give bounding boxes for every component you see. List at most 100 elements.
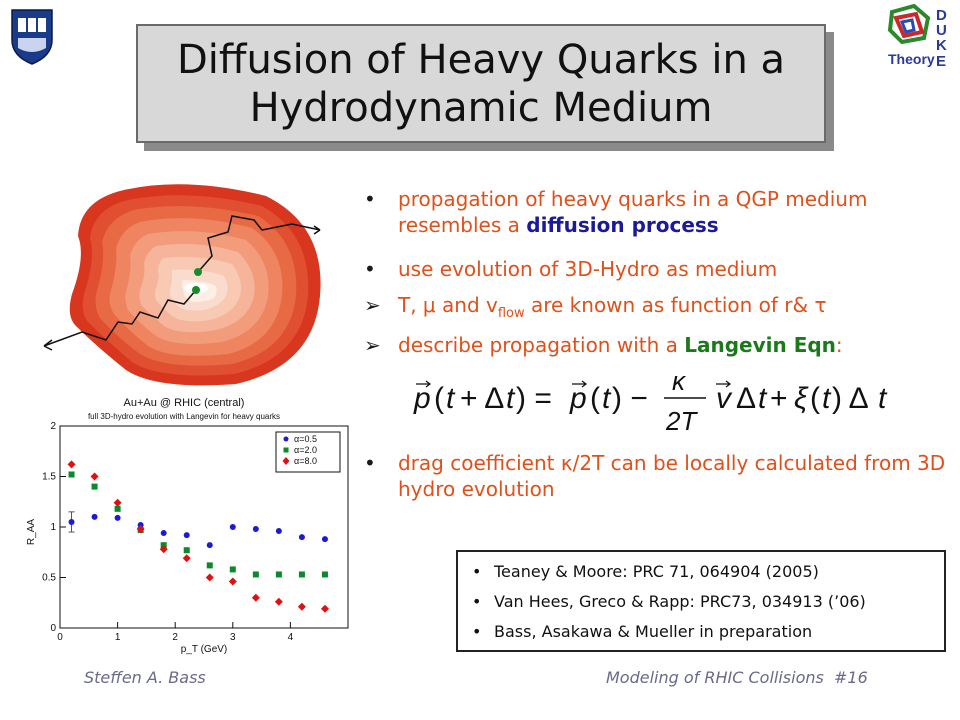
x-tick-label: 3	[230, 632, 236, 643]
svg-text:κ: κ	[672, 366, 687, 396]
data-point	[229, 566, 236, 573]
svg-text:p: p	[413, 382, 431, 415]
bullet-5: • drag coefficient κ/2T can be locally c…	[362, 450, 952, 502]
svg-text:2T: 2T	[665, 406, 698, 436]
reference-1-text: Teaney & Moore: PRC 71, 064904 (2005)	[494, 562, 819, 581]
duke-letter-e: E	[936, 53, 946, 70]
reference-3-text: Bass, Asakawa & Mueller in preparation	[494, 622, 813, 641]
data-point	[297, 602, 306, 611]
data-point	[320, 604, 329, 613]
data-point	[90, 472, 99, 481]
bullet-1: • propagation of heavy quarks in a QGP m…	[362, 186, 952, 238]
svg-text:t: t	[878, 382, 888, 415]
legend-label: α=8.0	[294, 456, 317, 466]
reference-2: • Van Hees, Greco & Rapp: PRC73, 034913 (…	[472, 592, 866, 611]
x-tick-label: 0	[57, 632, 63, 643]
svg-text:(: (	[810, 382, 820, 415]
theory-label: Theory	[888, 51, 935, 67]
x-tick-label: 4	[288, 632, 294, 643]
data-point	[159, 545, 168, 554]
quark-trajectory-2	[43, 289, 197, 347]
svg-text:) =: ) =	[516, 382, 552, 415]
reference-2-text: Van Hees, Greco & Rapp: PRC73, 034913 (’…	[494, 592, 866, 611]
svg-text:(: (	[434, 382, 444, 415]
bullet-1-marker: •	[364, 187, 376, 211]
data-point	[275, 571, 282, 578]
medium-contours	[69, 184, 321, 386]
chart-title: Au+Au @ RHIC (central)	[124, 397, 245, 409]
legend-label: α=2.0	[294, 445, 317, 455]
bullet-3-subscript: flow	[497, 306, 525, 321]
svg-text:t: t	[822, 382, 832, 415]
data-point	[206, 542, 213, 549]
svg-text:Δ: Δ	[736, 382, 756, 415]
data-point	[298, 571, 305, 578]
data-point	[182, 554, 191, 563]
data-point	[252, 526, 259, 533]
svg-text:t: t	[446, 382, 456, 415]
data-point	[275, 528, 282, 535]
bullet-1-text: propagation of heavy quarks in a QGP med…	[398, 187, 868, 237]
svg-text:+: +	[770, 382, 788, 415]
y-tick-label: 0.5	[42, 573, 56, 584]
bullet-3-marker: ➢	[364, 293, 381, 317]
bullet-4-text-end: :	[835, 333, 843, 357]
bullet-5-marker: •	[364, 451, 376, 475]
legend-marker	[283, 447, 289, 453]
reference-1: • Teaney & Moore: PRC 71, 064904 (2005)	[472, 562, 819, 581]
data-point	[67, 460, 76, 469]
data-point	[113, 498, 122, 507]
heavy-quark-1	[194, 268, 202, 276]
svg-text:t: t	[602, 382, 612, 415]
bullet-4: ➢ describe propagation with a Langevin E…	[362, 332, 952, 358]
bullet-2-text: use evolution of 3D-Hydro as medium	[398, 257, 778, 281]
data-point	[251, 593, 260, 602]
x-tick-label: 2	[172, 632, 178, 643]
footer-talk-title: Modeling of RHIC Collisions #16	[606, 668, 868, 687]
chart-subtitle: full 3D-hydro evolution with Langevin fo…	[88, 412, 280, 421]
bullet-2: • use evolution of 3D-Hydro as medium	[362, 256, 952, 282]
legend-marker	[283, 436, 289, 442]
data-point	[321, 536, 328, 543]
quark-trajectory-1	[197, 215, 321, 273]
bullet-5-text: drag coefficient κ/2T can be locally cal…	[398, 451, 946, 501]
bullet-4-text: describe propagation with a	[398, 333, 685, 357]
langevin-equation: p ( t + Δ t ) = p ( t ) − κ 2T v Δ t + ξ…	[413, 366, 888, 436]
svg-text:(: (	[590, 382, 600, 415]
legend-label: α=0.5	[294, 434, 317, 444]
svg-text:+ Δ: + Δ	[460, 382, 504, 415]
references-box: • Teaney & Moore: PRC 71, 064904 (2005) •…	[456, 550, 946, 652]
data-point	[91, 483, 98, 490]
bullet-2-marker: •	[364, 257, 376, 281]
data-point	[321, 571, 328, 578]
data-point	[183, 532, 190, 539]
data-point	[252, 571, 259, 578]
bullet-3-text-end: are known as function of r& τ	[524, 293, 827, 317]
x-axis-label: p_T (GeV)	[181, 644, 228, 655]
data-point	[114, 514, 121, 521]
data-point	[91, 513, 98, 520]
svg-text:v: v	[716, 382, 733, 415]
data-point	[136, 525, 145, 534]
y-tick-label: 1.5	[42, 472, 56, 483]
duke-letter-u: U	[936, 22, 947, 39]
data-point	[229, 524, 236, 530]
slide-title-line-1: Diffusion of Heavy Quarks in a	[176, 36, 786, 83]
data-point	[160, 542, 167, 549]
bullet-4-marker: ➢	[364, 333, 381, 357]
footer-author: Steffen A. Bass	[84, 668, 206, 687]
slide-title-line-2: Hydrodynamic Medium	[249, 84, 713, 131]
data-point	[114, 505, 121, 512]
x-tick-label: 1	[115, 632, 121, 643]
data-point	[183, 547, 190, 554]
heavy-quark-2	[192, 286, 200, 294]
svg-text:) −: ) −	[612, 382, 648, 415]
bullet-3: ➢ T, μ and vflow are known as function o…	[362, 292, 952, 327]
data-point	[206, 562, 213, 569]
svg-text:t: t	[506, 382, 516, 415]
bullet-4-bold: Langevin Eqn	[684, 333, 836, 357]
svg-text:p: p	[569, 382, 587, 415]
duke-letter-d: D	[936, 7, 947, 24]
data-point	[205, 573, 214, 582]
y-tick-label: 1	[50, 522, 56, 533]
